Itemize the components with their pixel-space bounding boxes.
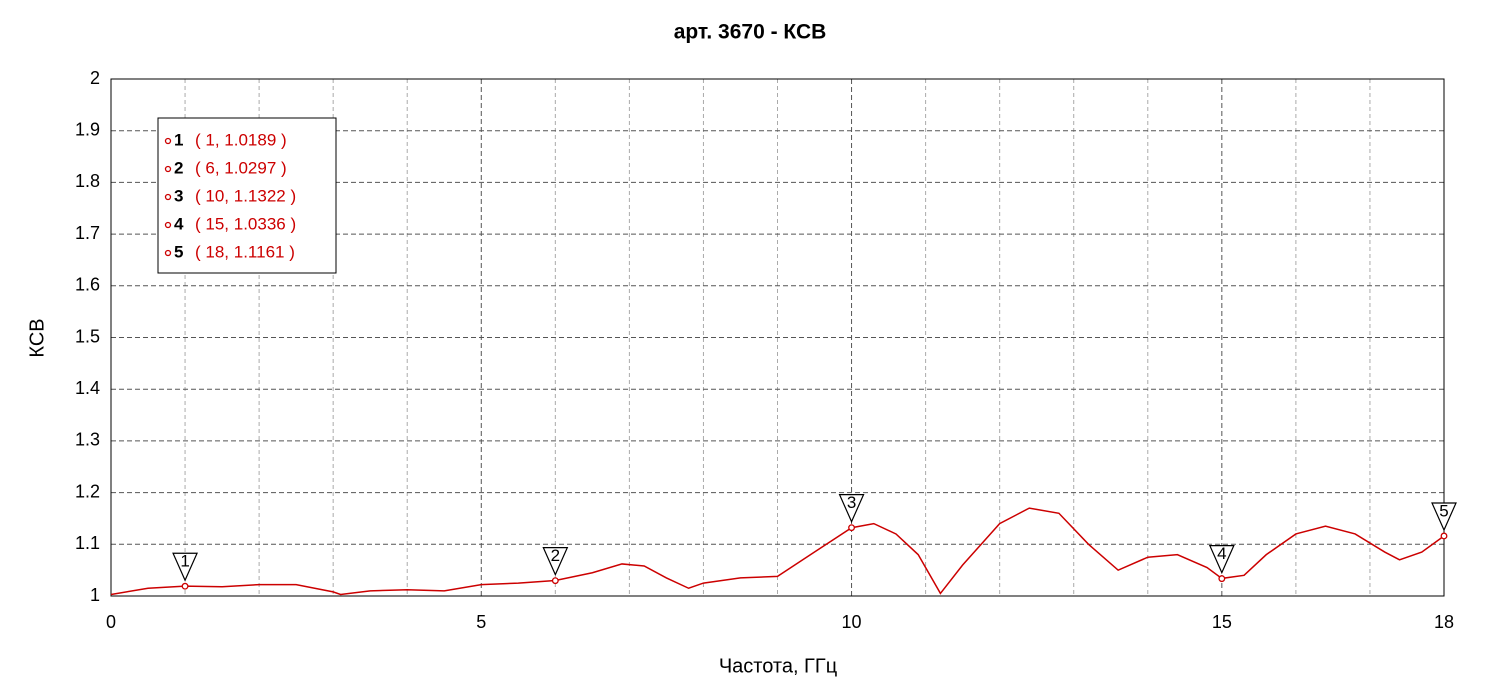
legend-value: ( 6, 1.0297 ): [195, 158, 287, 177]
y-tick-label: 1.6: [75, 275, 100, 295]
legend-marker: [164, 165, 172, 173]
y-tick-label: 1.9: [75, 119, 100, 139]
x-tick-label: 5: [476, 612, 486, 632]
y-tick-label: 1.5: [75, 326, 100, 346]
marker-label: 5: [1439, 501, 1448, 520]
legend-label: 5: [174, 242, 183, 261]
legend-marker: [164, 193, 172, 201]
y-tick-label: 1: [90, 585, 100, 605]
marker-triangle: [1431, 502, 1457, 532]
marker-point: [551, 577, 559, 585]
legend-box: [157, 117, 337, 274]
y-axis-label: КСВ: [26, 318, 48, 357]
marker-point: [181, 582, 189, 590]
marker-triangle: [1208, 545, 1235, 575]
legend-label: 4: [174, 214, 184, 233]
marker-label: 3: [847, 493, 856, 512]
plot-border: [110, 78, 1445, 597]
marker-label: 2: [551, 546, 560, 565]
legend-value: ( 18, 1.1161 ): [195, 242, 295, 261]
marker-label: 1: [180, 552, 189, 571]
legend-marker: [164, 249, 172, 257]
y-tick-label: 1.4: [75, 378, 100, 398]
legend-label: 1: [174, 130, 183, 149]
chart-title: арт. 3670 - КСВ: [674, 21, 827, 44]
legend-marker: [164, 137, 172, 145]
marker-point: [848, 524, 856, 532]
x-tick-label: 18: [1434, 612, 1454, 632]
legend-label: 2: [174, 158, 183, 177]
x-tick-label: 0: [106, 612, 116, 632]
legend-value: ( 1, 1.0189 ): [195, 130, 287, 149]
legend-marker: [164, 221, 172, 229]
legend-value: ( 10, 1.1322 ): [195, 186, 296, 205]
marker-point: [1218, 575, 1226, 583]
legend-label: 3: [174, 186, 183, 205]
y-tick-label: 1.1: [75, 533, 100, 553]
y-tick-label: 1.8: [75, 171, 100, 191]
marker-triangle: [838, 494, 865, 524]
marker-label: 4: [1217, 544, 1226, 563]
y-tick-label: 1.7: [75, 223, 100, 243]
y-tick-label: 1.2: [75, 481, 100, 501]
x-tick-label: 15: [1212, 612, 1232, 632]
x-tick-label: 10: [842, 612, 862, 632]
y-tick-label: 2: [90, 68, 100, 88]
legend-value: ( 15, 1.0336 ): [195, 214, 296, 233]
marker-point: [1440, 532, 1448, 540]
x-axis-label: Частота, ГГц: [719, 655, 837, 677]
y-tick-label: 1.3: [75, 430, 100, 450]
marker-triangle: [172, 552, 198, 582]
marker-triangle: [542, 547, 569, 577]
